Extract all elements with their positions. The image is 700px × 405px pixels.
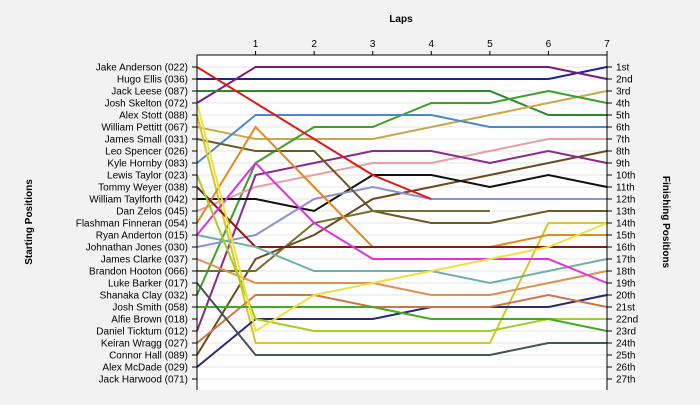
series-line bbox=[196, 66, 608, 104]
finishing-position-label: 9th bbox=[616, 159, 630, 170]
starting-position-label: Dan Zelos (045) bbox=[116, 207, 188, 218]
finishing-position-label: 15th bbox=[616, 231, 635, 242]
series-line bbox=[196, 114, 607, 164]
finishing-position-label: 10th bbox=[616, 171, 635, 182]
starting-position-label: Leo Spencer (026) bbox=[105, 147, 188, 158]
series-line bbox=[197, 90, 607, 116]
series-line bbox=[196, 161, 608, 284]
finishing-positions-labels: 1st2nd3rd4th5th6th7th8th9th10th11th12th1… bbox=[607, 63, 638, 386]
starting-position-label: Ryan Anderton (015) bbox=[96, 231, 188, 242]
x-axis-title: Laps bbox=[389, 14, 413, 25]
starting-position-label: Lewis Taylor (023) bbox=[107, 171, 188, 182]
finishing-position-label: 26th bbox=[616, 363, 635, 374]
finishing-position-label: 12th bbox=[616, 195, 635, 206]
x-tick-label: 6 bbox=[546, 39, 552, 50]
starting-position-label: James Small (031) bbox=[105, 135, 188, 146]
finishing-position-label: 18th bbox=[616, 267, 635, 278]
starting-position-label: Luke Barker (017) bbox=[108, 279, 188, 290]
finishing-position-label: 1st bbox=[616, 63, 630, 74]
x-tick-label: 2 bbox=[311, 39, 317, 50]
starting-position-label: Jake Anderson (022) bbox=[96, 63, 188, 74]
starting-position-label: James Clarke (037) bbox=[101, 255, 188, 266]
starting-position-label: Jack Harwood (071) bbox=[99, 375, 188, 386]
finishing-position-label: 4th bbox=[616, 99, 630, 110]
series-line bbox=[196, 174, 607, 332]
finishing-position-label: 7th bbox=[616, 135, 630, 146]
starting-position-label: Josh Smith (058) bbox=[112, 303, 188, 314]
series-line bbox=[196, 186, 607, 248]
finishing-position-label: 13th bbox=[616, 207, 635, 218]
starting-position-label: William Pettitt (067) bbox=[101, 123, 188, 134]
series-lines bbox=[196, 66, 608, 368]
series-line bbox=[196, 293, 608, 344]
finishing-position-label: 14th bbox=[616, 219, 635, 230]
starting-position-label: Tommy Weyer (038) bbox=[98, 183, 188, 194]
starting-position-label: Alex McDade (029) bbox=[102, 363, 188, 374]
series-line bbox=[196, 138, 607, 212]
series-line bbox=[196, 114, 607, 344]
series-line bbox=[197, 173, 608, 213]
finishing-position-label: 19th bbox=[616, 279, 635, 290]
starting-position-label: Josh Skelton (072) bbox=[105, 99, 188, 110]
x-tick-label: 5 bbox=[487, 39, 493, 50]
series-line bbox=[196, 66, 432, 200]
starting-position-label: Connor Hall (089) bbox=[109, 351, 188, 362]
finishing-position-label: 2nd bbox=[616, 75, 633, 86]
finishing-position-label: 8th bbox=[616, 147, 630, 158]
x-tick-label: 4 bbox=[429, 39, 435, 50]
series-line bbox=[196, 185, 607, 248]
starting-position-label: Brandon Hooton (066) bbox=[89, 267, 188, 278]
series-line bbox=[196, 234, 608, 285]
starting-position-label: Kyle Hornby (083) bbox=[107, 159, 188, 170]
starting-position-label: Jack Leese (087) bbox=[111, 87, 188, 98]
series-line bbox=[197, 66, 608, 80]
series-line bbox=[196, 138, 607, 224]
finishing-position-label: 17th bbox=[616, 255, 635, 266]
series-line bbox=[197, 306, 608, 332]
x-axis-ticks: 1 2 3 4 5 6 7 bbox=[253, 39, 610, 55]
finishing-position-label: 11th bbox=[616, 183, 635, 194]
starting-positions-labels: Jake Anderson (022)Hugo Ellis (036)Jack … bbox=[76, 63, 197, 386]
x-tick-label: 7 bbox=[604, 39, 610, 50]
starting-position-label: Alex Stott (088) bbox=[119, 111, 188, 122]
right-axis-title: Finishing Positions bbox=[660, 176, 671, 269]
starting-position-label: William Taylforth (042) bbox=[89, 195, 188, 206]
series-line bbox=[196, 258, 608, 296]
series-line bbox=[196, 282, 607, 356]
finishing-position-label: 25th bbox=[616, 351, 635, 362]
starting-position-label: Johnathan Jones (030) bbox=[86, 243, 188, 254]
starting-position-label: Daniel Ticktum (012) bbox=[96, 327, 188, 338]
finishing-position-label: 22nd bbox=[616, 315, 638, 326]
x-tick-label: 1 bbox=[253, 39, 259, 50]
finishing-position-label: 21st bbox=[616, 303, 635, 314]
left-axis-title: Starting Positions bbox=[24, 179, 35, 265]
finishing-position-label: 24th bbox=[616, 339, 635, 350]
finishing-position-label: 3rd bbox=[616, 87, 630, 98]
starting-position-label: Flashman Finneran (054) bbox=[76, 219, 188, 230]
finishing-position-label: 27th bbox=[616, 375, 635, 386]
x-tick-label: 3 bbox=[370, 39, 376, 50]
finishing-position-label: 23rd bbox=[616, 327, 636, 338]
finishing-position-label: 5th bbox=[616, 111, 630, 122]
series-line bbox=[196, 102, 608, 333]
starting-position-label: Keiran Wragg (027) bbox=[101, 339, 188, 350]
finishing-position-label: 20th bbox=[616, 291, 635, 302]
finishing-position-label: 16th bbox=[616, 243, 635, 254]
starting-position-label: Shanaka Clay (032) bbox=[100, 291, 188, 302]
finishing-position-label: 6th bbox=[616, 123, 630, 134]
series-line bbox=[196, 90, 608, 140]
starting-position-label: Alfie Brown (018) bbox=[111, 315, 188, 326]
starting-position-label: Hugo Ellis (036) bbox=[117, 75, 188, 86]
